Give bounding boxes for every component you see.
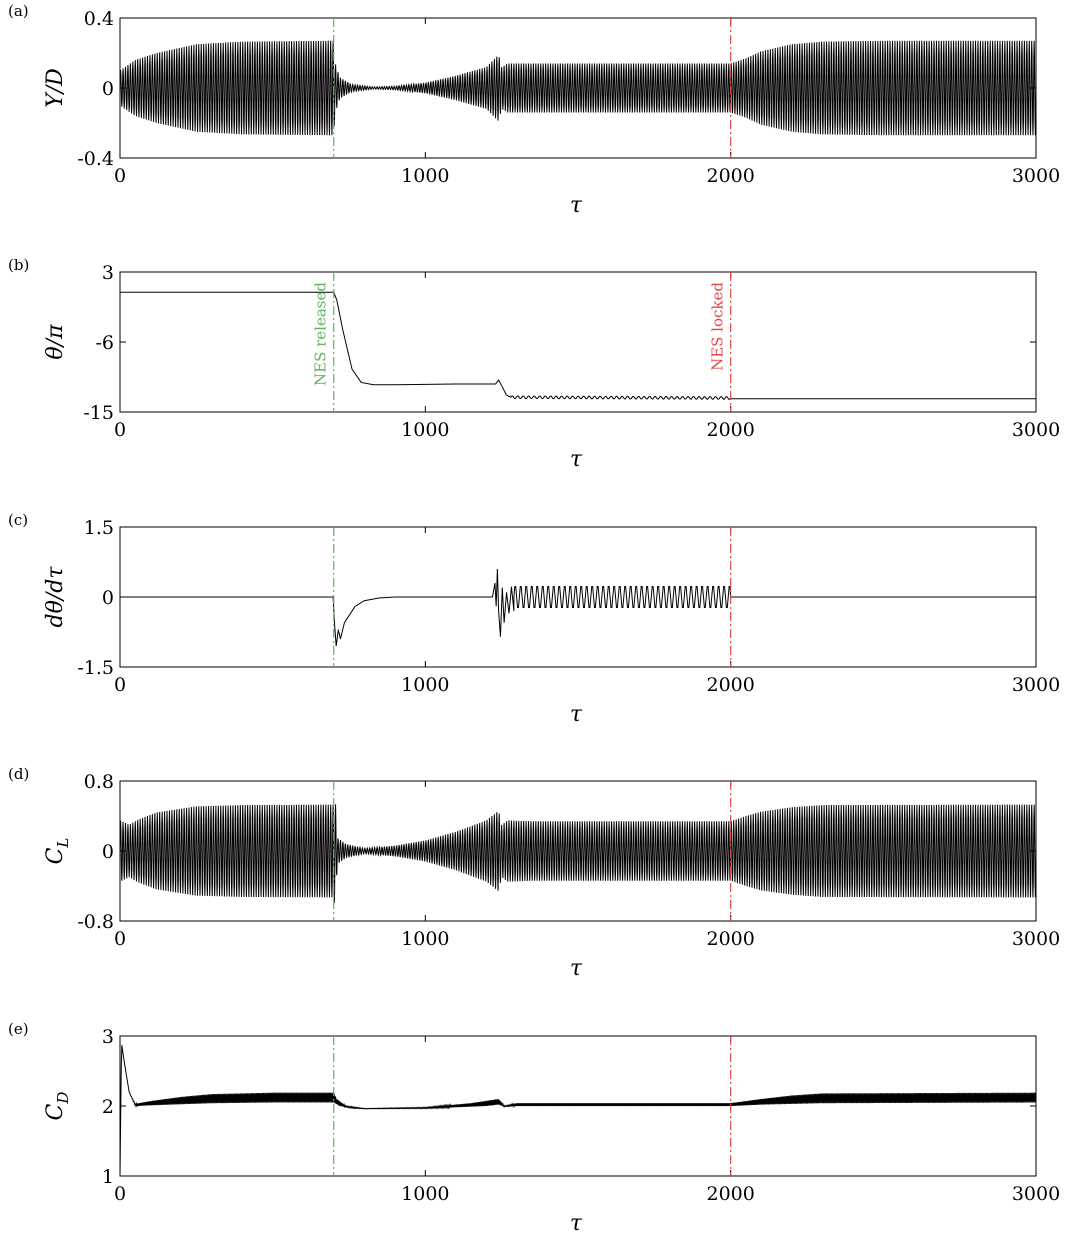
x-tick-label: 0 xyxy=(114,674,126,696)
x-tick-label: 3000 xyxy=(1012,419,1060,441)
panel-e: (e) 0 1000 2000 3000 1 2 3 τ CD xyxy=(8,1020,1060,1234)
series-line xyxy=(120,804,1036,904)
panel-label: (c) xyxy=(8,511,28,529)
y-tick-label: 0 xyxy=(102,78,114,100)
x-axis-label: τ xyxy=(570,1211,583,1234)
y-axis-label: CL xyxy=(43,838,72,865)
x-axis-label: τ xyxy=(570,447,583,472)
y-tick-label: 0.4 xyxy=(84,8,114,30)
y-tick-label: 3 xyxy=(102,1026,114,1048)
y-tick-label: -6 xyxy=(95,332,114,354)
x-axis-label: τ xyxy=(570,193,583,218)
x-tick-label: 3000 xyxy=(1012,674,1060,696)
x-tick-label: 2000 xyxy=(706,1183,754,1205)
x-axis-label: τ xyxy=(570,956,583,981)
y-axis-label: Y/D xyxy=(43,68,68,108)
y-axis-label: dθ/dτ xyxy=(43,566,68,628)
series-line xyxy=(120,1045,1036,1176)
y-tick-label: -15 xyxy=(83,402,114,424)
annotation-nes-locked: NES locked xyxy=(709,282,727,371)
x-tick-label: 0 xyxy=(114,928,126,950)
x-axis-label: τ xyxy=(570,702,583,727)
series-line xyxy=(120,40,1036,136)
x-tick-label: 2000 xyxy=(706,674,754,696)
y-tick-label: 1.5 xyxy=(84,517,114,539)
y-tick-label: 0 xyxy=(102,841,114,863)
y-tick-label: 2 xyxy=(102,1096,114,1118)
y-tick-label: 1 xyxy=(102,1166,114,1188)
x-tick-label: 3000 xyxy=(1012,165,1060,187)
x-tick-label: 3000 xyxy=(1012,1183,1060,1205)
x-tick-label: 2000 xyxy=(706,165,754,187)
panel-label: (a) xyxy=(8,2,29,20)
y-tick-label: 0.8 xyxy=(84,771,114,793)
panel-a: (a)0 1000 2000 3000-0.400.4τY/D xyxy=(8,2,1060,218)
panel-label: (e) xyxy=(8,1020,29,1038)
x-tick-label: 0 xyxy=(114,1183,126,1205)
panel-b: (b) 0 1000 2000 3000 -15 -6 3 τ θ/π NES released NE… xyxy=(8,256,1060,472)
y-tick-label: -0.4 xyxy=(77,148,114,170)
y-tick-label: 3 xyxy=(102,262,114,284)
y-tick-label: -0.8 xyxy=(77,911,114,933)
x-tick-label: 1000 xyxy=(401,674,449,696)
y-tick-label: 0 xyxy=(102,587,114,609)
panel-label: (d) xyxy=(8,765,29,783)
annotation-nes-released: NES released xyxy=(312,282,330,386)
y-tick-label: -1.5 xyxy=(77,657,114,679)
x-tick-label: 3000 xyxy=(1012,928,1060,950)
panel-label: (b) xyxy=(8,256,29,274)
series-line xyxy=(120,291,1036,400)
y-axis-label: θ/π xyxy=(43,324,68,360)
x-tick-label: 1000 xyxy=(401,928,449,950)
series-line xyxy=(120,568,1036,647)
y-axis-label: CD xyxy=(43,1092,72,1121)
x-tick-label: 2000 xyxy=(706,419,754,441)
x-tick-label: 1000 xyxy=(401,1183,449,1205)
x-tick-label: 1000 xyxy=(401,165,449,187)
x-tick-label: 1000 xyxy=(401,419,449,441)
x-tick-label: 0 xyxy=(114,165,126,187)
plot-frame xyxy=(119,271,1037,413)
x-tick-label: 2000 xyxy=(706,928,754,950)
x-tick-label: 0 xyxy=(114,419,126,441)
